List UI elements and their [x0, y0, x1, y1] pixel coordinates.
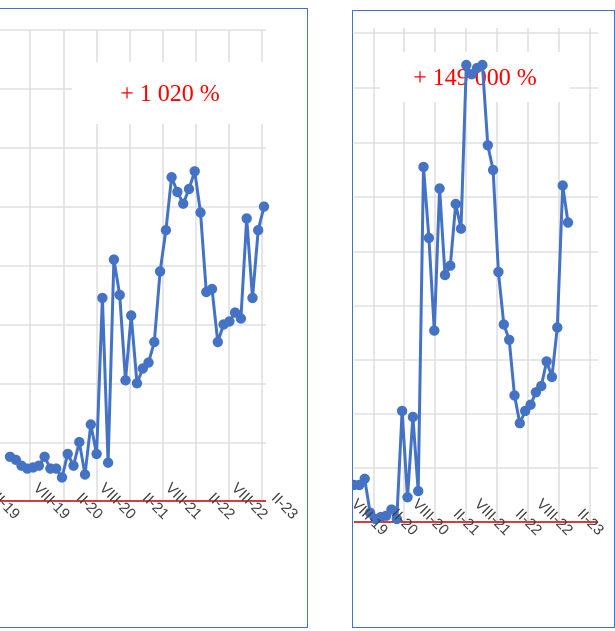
right-data-point [562, 217, 574, 228]
left-data-point [56, 472, 68, 483]
right-data-point [536, 380, 547, 392]
right-data-point [504, 334, 515, 345]
left-data-point [253, 225, 264, 236]
left-data-point [224, 316, 235, 327]
right-data-point [439, 269, 451, 281]
right-line-chart: + 149 000 %VIII-19II-20VIII-20II-21VIII-… [352, 28, 607, 539]
left-annotation-box [72, 62, 268, 124]
left-data-point [241, 213, 252, 224]
left-data-point [131, 378, 143, 389]
left-data-point [172, 186, 183, 198]
left-chart-frame [0, 8, 308, 628]
right-chart-frame [352, 10, 615, 628]
right-data-point [525, 399, 536, 410]
right-data-point [541, 356, 552, 367]
left-data-point [108, 254, 120, 265]
left-data-point [247, 292, 258, 304]
right-data-point [386, 504, 397, 515]
left-data-point [114, 289, 125, 301]
left-data-point [62, 448, 73, 460]
left-chart-panel: + 1 020 % II-19 VIII-19 II-20 VIII-20 II-21 VI… [0, 8, 308, 628]
left-data-point [97, 292, 108, 304]
left-data-point [68, 460, 79, 471]
left-data-point [149, 336, 160, 348]
right-data-point [552, 322, 563, 333]
right-data-point [482, 140, 493, 151]
right-data-point [498, 319, 509, 330]
left-data-point [189, 166, 200, 177]
left-data-point [206, 283, 218, 295]
right-data-point [423, 232, 435, 244]
left-data-point [102, 457, 114, 468]
right-chart-panel: + 149 000 % VIII-19 II-20 VIII-20 II-21 VIII-… [352, 0, 615, 631]
left-data-point [160, 225, 172, 236]
right-data-point [557, 180, 568, 191]
left-data-point [183, 183, 195, 195]
left-data-point [39, 451, 50, 462]
right-data-point [455, 223, 467, 234]
right-data-point [493, 266, 504, 278]
left-data-point [33, 460, 45, 471]
left-data-point [154, 266, 166, 277]
left-data-point [212, 336, 223, 348]
left-data-point [91, 448, 102, 460]
right-data-point [434, 183, 445, 194]
left-data-point [74, 436, 85, 448]
right-data-point [450, 198, 461, 210]
left-annotation: + 1 020 % [120, 81, 220, 107]
right-data-point [396, 405, 408, 417]
left-data-point [120, 375, 131, 386]
right-data-point [487, 164, 499, 176]
left-data-point [195, 207, 206, 218]
left-data-point [166, 172, 177, 183]
right-data-point [359, 473, 370, 484]
right-data-point [413, 485, 424, 497]
right-data-point [514, 418, 525, 429]
right-data-point [445, 260, 456, 271]
right-data-point [402, 492, 413, 503]
right-data-point [477, 59, 488, 71]
right-data-point [407, 411, 419, 423]
left-data-point [126, 310, 137, 321]
right-data-point [391, 513, 402, 525]
left-data-point [51, 463, 62, 474]
right-data-point [429, 325, 440, 336]
left-data-point [178, 198, 189, 209]
right-data-point [418, 161, 429, 173]
left-data-point [143, 357, 154, 368]
right-data-point [546, 371, 558, 383]
left-data-point [85, 419, 97, 430]
left-data-point [79, 469, 91, 480]
left-data-point [235, 313, 247, 324]
right-data-point [509, 390, 520, 401]
left-data-point [258, 201, 270, 212]
right-data-point [461, 59, 472, 71]
